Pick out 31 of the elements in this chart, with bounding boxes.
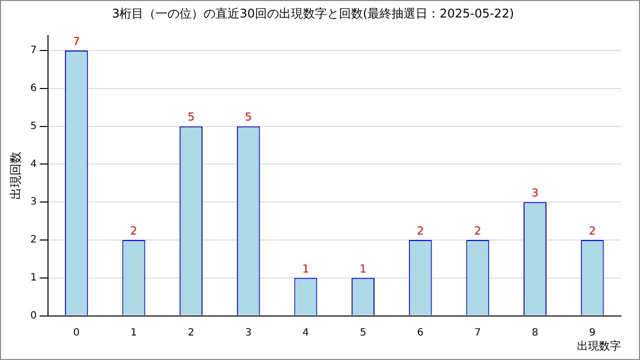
y-tick-label: 2 [30, 234, 37, 246]
y-tick-label: 1 [30, 272, 37, 284]
data-label: 2 [474, 224, 482, 238]
x-tick-label: 8 [532, 327, 538, 338]
x-tick-label: 9 [589, 327, 596, 338]
data-label: 2 [588, 224, 596, 238]
x-tick-label: 2 [188, 327, 194, 338]
y-tick-label: 3 [30, 196, 37, 208]
x-tick-label: 1 [130, 327, 137, 338]
data-label: 5 [244, 110, 252, 124]
y-tick-label: 7 [30, 45, 37, 56]
x-tick-label: 5 [360, 327, 366, 338]
data-label: 2 [130, 224, 138, 238]
y-tick-label: 4 [30, 158, 37, 170]
x-tick-label: 3 [245, 327, 252, 338]
x-axis-title: 出現数字 [577, 339, 621, 352]
chart-title: 3桁目（一の位）の直近30回の出現数字と回数(最終抽選日：2025-05-22) [112, 6, 514, 20]
data-label: 2 [416, 224, 424, 238]
x-tick-label: 7 [474, 327, 481, 338]
data-label: 5 [188, 110, 195, 124]
x-tick-label: 6 [417, 327, 424, 338]
data-label: 1 [360, 262, 367, 276]
x-tick-label: 4 [302, 327, 309, 338]
y-tick-label: 6 [30, 83, 37, 94]
y-tick-label: 0 [30, 310, 37, 322]
data-label: 7 [72, 34, 80, 48]
x-tick-label: 0 [73, 327, 80, 338]
y-tick-label: 5 [30, 120, 37, 132]
y-axis-title: 出現回数 [8, 152, 22, 200]
data-label: 1 [302, 262, 310, 276]
data-label: 3 [532, 186, 539, 200]
